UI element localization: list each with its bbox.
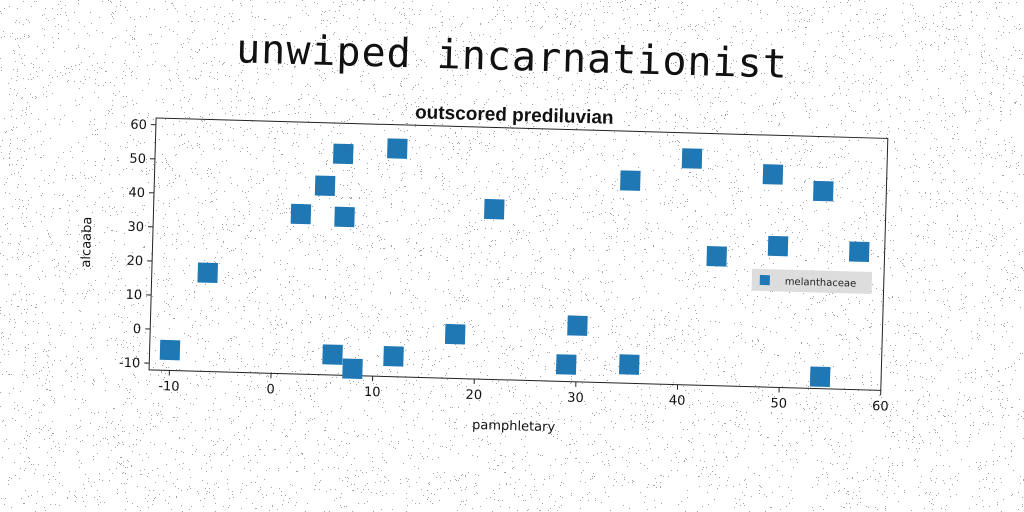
data-point — [483, 198, 505, 220]
plot-frame — [148, 117, 889, 391]
legend: melanthaceae — [751, 268, 873, 295]
x-tick-label: 10 — [364, 385, 381, 400]
x-tick-label: 0 — [266, 382, 275, 397]
data-point — [620, 170, 641, 191]
data-point — [159, 339, 181, 361]
chart-subtitle: outscored prediluvian — [415, 102, 614, 129]
data-point — [334, 206, 355, 228]
y-tick-label: 20 — [126, 254, 143, 269]
y-tick-label: 50 — [129, 152, 146, 167]
chart-root: outscored prediluvian -10 0 10 20 30 40 50 60 -… — [79, 102, 889, 435]
data-point — [767, 235, 789, 257]
data-point — [848, 241, 870, 263]
data-point — [383, 346, 404, 367]
x-tick-label: -10 — [158, 379, 180, 395]
data-point — [706, 246, 727, 267]
x-tick-label: 50 — [770, 396, 787, 411]
x-tick-label: 20 — [465, 388, 482, 403]
x-axis-label: pamphletary — [472, 418, 556, 435]
data-point — [332, 143, 354, 165]
data-point — [762, 164, 784, 185]
data-point — [555, 354, 577, 375]
y-tick-label: 60 — [130, 118, 147, 133]
data-point — [444, 323, 466, 345]
data-point — [322, 344, 343, 365]
x-tick-label: 60 — [872, 399, 889, 414]
y-tick-label: 40 — [128, 186, 145, 201]
y-tick-label: -10 — [119, 356, 141, 372]
legend-box — [751, 268, 873, 295]
y-tick-label: 0 — [133, 322, 142, 337]
legend-marker — [759, 274, 770, 286]
legend-label: melanthaceae — [785, 277, 857, 290]
x-tick-label: 30 — [567, 391, 584, 406]
x-axis-ticks: -10 0 10 20 30 40 50 60 — [158, 370, 889, 415]
data-point — [813, 180, 834, 202]
data-point — [809, 366, 831, 388]
data-point — [342, 358, 363, 380]
data-points — [159, 138, 870, 388]
y-axis-label: alcaaba — [79, 216, 95, 267]
y-tick-label: 30 — [127, 220, 144, 235]
data-point — [681, 148, 703, 169]
data-point — [290, 203, 312, 225]
x-tick-label: 40 — [669, 393, 686, 408]
data-point — [567, 315, 588, 336]
data-point — [387, 138, 408, 159]
data-point — [197, 262, 218, 284]
data-point — [618, 354, 640, 375]
y-tick-label: 10 — [125, 288, 142, 303]
y-axis-ticks: -10 0 10 20 30 40 50 60 — [119, 118, 156, 372]
data-point — [314, 175, 336, 197]
